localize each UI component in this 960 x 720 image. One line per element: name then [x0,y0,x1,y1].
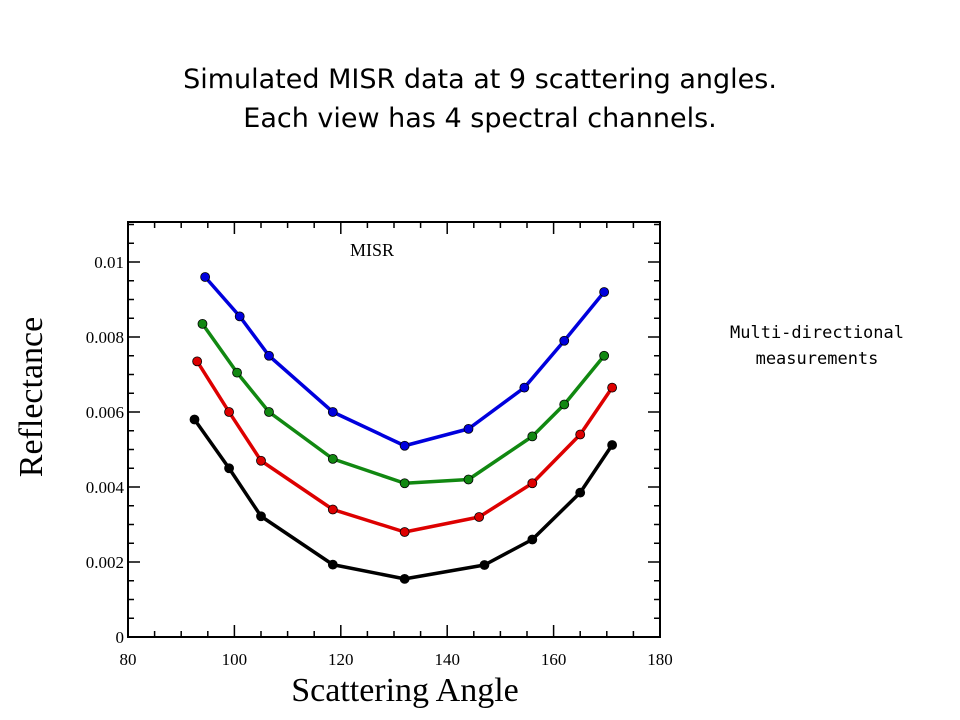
data-point-3 [399,573,410,584]
data-point-2 [575,429,586,440]
data-point-1 [197,318,208,329]
data-point-1 [599,350,610,361]
data-point-1 [264,407,274,417]
data-point-3 [256,511,266,522]
data-point-3 [479,560,490,570]
data-point-1 [232,367,242,378]
data-point-1 [463,474,474,485]
data-point-3 [527,534,538,545]
y-tick-label: 0.004 [86,478,125,497]
data-point-2 [527,478,538,489]
series-line-0 [203,275,606,448]
y-axis-title: Reflectance [13,316,50,478]
side-note-line-2: measurements [755,349,879,369]
data-point-0 [519,382,530,393]
side-note-line-1: Multi-directional [730,323,904,343]
page-title-line-1: Simulated MISR data at 9 scattering angl… [183,64,777,95]
x-axis-title: Scattering Angle [291,672,519,709]
data-point-0 [599,287,610,297]
data-point-2 [607,382,618,393]
data-point-3 [224,463,234,474]
y-tick-label: 0.01 [94,253,124,272]
x-tick-label: 100 [222,650,248,669]
page-title-line-2: Each view has 4 spectral channels. [243,103,717,134]
y-tick-label: 0.002 [86,553,124,572]
data-point-1 [399,478,410,489]
data-point-0 [264,350,274,361]
x-tick-label: 140 [434,650,460,669]
side-note: Multi-directional measurements [712,320,922,372]
data-point-0 [463,423,474,434]
data-point-0 [327,407,338,417]
data-point-2 [474,512,485,522]
x-tick-label: 80 [120,650,137,669]
plot-frame [127,221,661,638]
data-point-1 [559,399,570,410]
misr-annotation: MISR [350,240,394,260]
x-tick-label: 180 [647,650,673,669]
data-point-3 [327,559,338,570]
data-point-2 [192,356,203,367]
x-tick-label: 160 [541,650,567,669]
data-point-0 [559,335,570,346]
data-point-0 [234,311,245,322]
data-point-2 [399,527,410,537]
data-point-0 [200,272,211,282]
y-tick-label: 0.006 [86,403,124,422]
data-point-2 [224,407,234,417]
data-point-1 [327,453,338,464]
data-point-3 [607,440,618,450]
data-point-2 [256,455,266,466]
data-point-3 [189,414,200,425]
data-point-1 [527,431,538,442]
data-point-0 [399,440,410,451]
x-tick-label: 120 [328,650,354,669]
y-tick-label: 0.008 [86,328,124,347]
y-tick-label: 0 [116,628,125,647]
data-point-3 [575,487,586,498]
data-point-2 [327,504,338,515]
